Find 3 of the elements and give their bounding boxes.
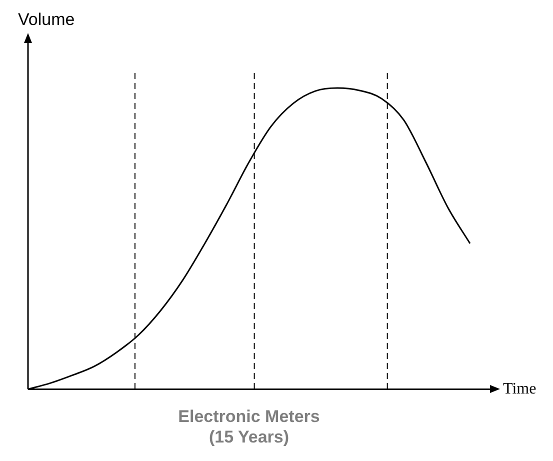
- x-axis-title: Time: [503, 380, 536, 398]
- text: Electronic Meters (15 Years): [178, 407, 320, 446]
- y-axis-title: Volume: [18, 10, 75, 30]
